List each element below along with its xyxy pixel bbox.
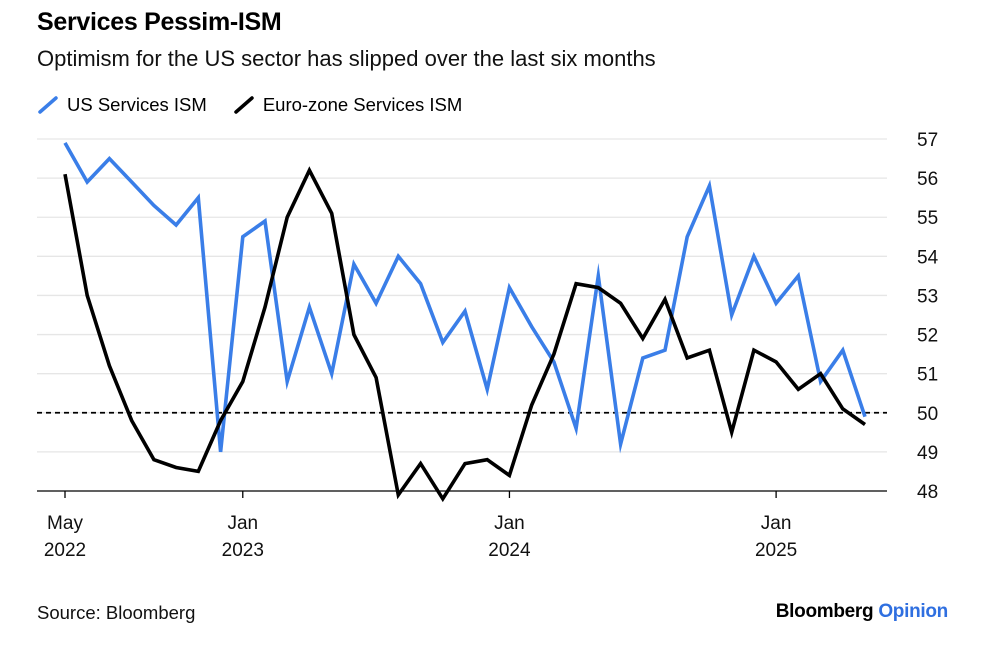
source-note: Source: Bloomberg [37, 602, 196, 623]
y-tick-label-48: 48 [917, 482, 938, 503]
legend-swatch-us [38, 96, 58, 114]
x-tick-label-month-2024-01: Jan [494, 513, 525, 534]
bloomberg-opinion-logo: Bloomberg Opinion [775, 601, 949, 623]
chart-title: Services Pessim-ISM [37, 8, 282, 36]
y-tick-label-56: 56 [917, 169, 938, 190]
x-tick-label-year-2023-01: 2023 [222, 540, 264, 561]
chart-subtitle: Optimism for the US sector has slipped o… [37, 46, 656, 71]
x-tick-label-year-2024-01: 2024 [488, 540, 531, 561]
y-tick-label-57: 57 [917, 130, 938, 151]
series-line-us-services-ism [63, 142, 867, 454]
x-tick-label-year-2022-05: 2022 [44, 540, 86, 561]
y-tick-label-50: 50 [917, 404, 938, 425]
brand-name: Bloomberg [775, 601, 874, 622]
x-tick-label-year-2025-01: 2025 [755, 540, 797, 561]
legend-item-euro: Euro-zone Services ISM [233, 94, 462, 116]
y-tick-label-55: 55 [917, 208, 938, 229]
legend-label-euro: Euro-zone Services ISM [262, 94, 463, 115]
x-tick-label-month-2025-01: Jan [761, 513, 792, 534]
legend-item-us: US Services ISM [37, 94, 207, 116]
y-tick-label-51: 51 [917, 365, 938, 386]
legend-label-us: US Services ISM [67, 94, 207, 115]
y-tick-label-52: 52 [917, 326, 938, 347]
x-tick-label-month-2023-01: Jan [227, 513, 258, 534]
y-tick-label-54: 54 [917, 247, 939, 268]
series-line-euro-zone-services-ism [63, 166, 867, 503]
brand-suffix: Opinion [878, 601, 948, 622]
y-tick-label-53: 53 [917, 286, 938, 307]
legend-swatch-euro [234, 96, 254, 114]
y-tick-label-49: 49 [917, 443, 938, 464]
x-tick-label-month-2022-05: May [47, 513, 83, 534]
legend: US Services ISM Euro-zone Services ISM [37, 94, 488, 116]
